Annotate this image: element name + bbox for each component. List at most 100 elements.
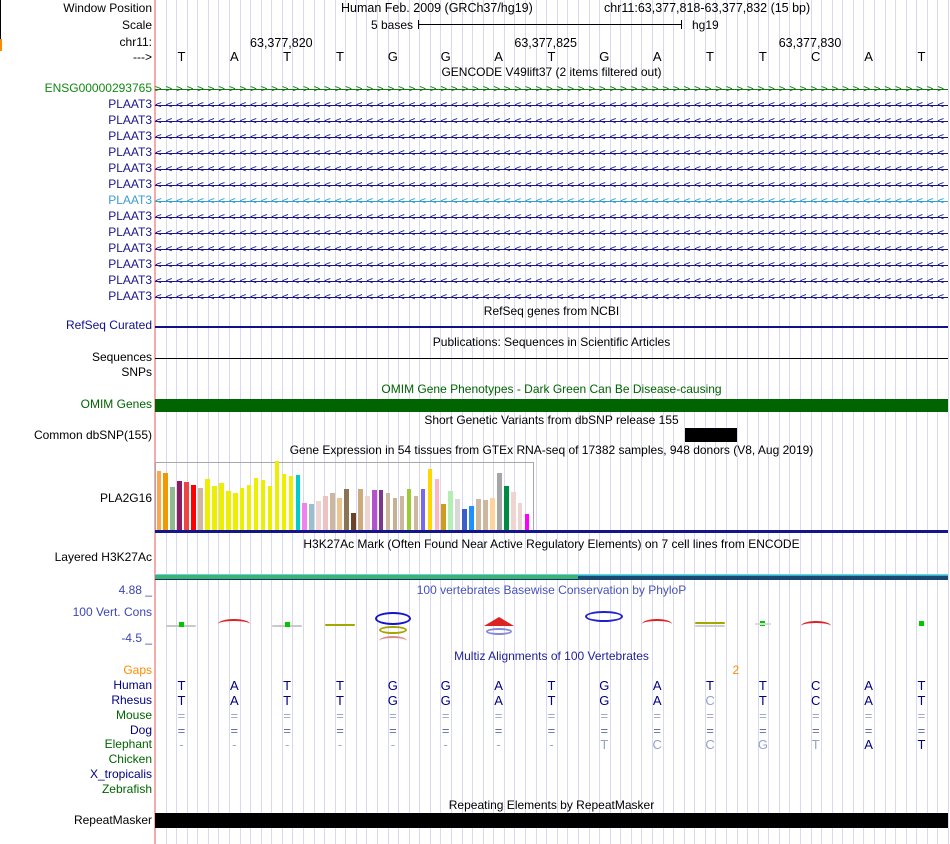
gene-item[interactable]: <<<<<<<<<<<<<<<<<<<<<<<<<<<<<<<<<<<<<<<<… <box>155 225 948 241</box>
gtex-bar[interactable] <box>483 500 488 531</box>
gtex-bar[interactable] <box>212 486 217 531</box>
omim-genes-bar[interactable] <box>155 398 948 412</box>
gtex-bar[interactable] <box>219 483 224 531</box>
gtex-bar[interactable] <box>274 461 280 531</box>
gtex-bar[interactable] <box>191 485 196 531</box>
gtex-bar[interactable] <box>517 503 523 531</box>
gtex-bar[interactable] <box>281 474 287 531</box>
alignment-species-label[interactable]: Rhesus <box>111 693 152 707</box>
gtex-bar[interactable] <box>490 498 495 531</box>
gtex-bar[interactable] <box>302 503 308 531</box>
track-title-h3k27ac[interactable]: H3K27Ac Mark (Often Found Near Active Re… <box>303 537 800 551</box>
gene-label[interactable]: ENSG00000293765 <box>44 81 152 95</box>
gtex-bar[interactable] <box>365 496 370 531</box>
gtex-bar[interactable] <box>260 480 266 531</box>
gene-label[interactable]: PLAAT3 <box>108 225 152 239</box>
gene-item[interactable]: >>>>>>>>>>>>>>>>>>>>>>>>>>>>>>>>>>>>>>>>… <box>155 81 948 97</box>
alignment-species-label[interactable]: Chicken <box>108 752 152 766</box>
alignment-row[interactable]: = = = = = = = = = = = = = = = <box>155 723 948 738</box>
track-title-repeat[interactable]: Repeating Elements by RepeatMasker <box>448 798 655 812</box>
track-label-layered_h3k27ac[interactable]: Layered H3K27Ac <box>54 550 152 564</box>
h3k27ac-cyan-layer[interactable] <box>155 573 948 575</box>
track-title-gtex[interactable]: Gene Expression in 54 tissues from GTEx … <box>289 443 814 457</box>
gtex-bar[interactable] <box>441 504 447 531</box>
gtex-bar[interactable] <box>267 486 273 531</box>
alignment-row[interactable] <box>155 752 948 767</box>
gene-label[interactable]: PLAAT3 <box>108 289 152 303</box>
gene-label[interactable]: PLAAT3 <box>108 273 152 287</box>
track-title-gencode[interactable]: GENCODE V49lift37 (2 items filtered out) <box>441 65 662 79</box>
alignment-species-label[interactable]: Human <box>113 678 152 692</box>
alignment-species-label[interactable]: Gaps <box>123 663 152 677</box>
gtex-bar[interactable] <box>462 509 467 531</box>
alignment-row[interactable] <box>155 663 948 678</box>
track-label-vert_cons[interactable]: 100 Vert. Cons <box>72 605 152 619</box>
alignment-species-label[interactable]: Elephant <box>104 737 152 751</box>
gtex-bar[interactable] <box>226 491 231 531</box>
gene-item[interactable]: <<<<<<<<<<<<<<<<<<<<<<<<<<<<<<<<<<<<<<<<… <box>155 129 948 145</box>
gtex-bar[interactable] <box>316 501 321 531</box>
gtex-bar[interactable] <box>378 490 384 531</box>
gene-item[interactable]: <<<<<<<<<<<<<<<<<<<<<<<<<<<<<<<<<<<<<<<<… <box>155 257 948 273</box>
gtex-bar[interactable] <box>427 469 433 531</box>
track-label-direction[interactable]: ---> <box>133 50 152 64</box>
gene-item[interactable]: <<<<<<<<<<<<<<<<<<<<<<<<<<<<<<<<<<<<<<<<… <box>155 241 948 257</box>
gtex-bar[interactable] <box>309 504 314 531</box>
gene-item[interactable]: <<<<<<<<<<<<<<<<<<<<<<<<<<<<<<<<<<<<<<<<… <box>155 145 948 161</box>
gtex-bar[interactable] <box>510 492 516 531</box>
track-label-scale[interactable]: Scale <box>121 18 152 32</box>
track-title-publications[interactable]: Publications: Sequences in Scientific Ar… <box>432 335 671 349</box>
track-label-chrom[interactable]: chr11: <box>119 35 152 49</box>
gtex-bar[interactable] <box>358 489 363 531</box>
dbsnp-variant-bar[interactable] <box>685 428 737 442</box>
gtex-bar[interactable] <box>177 481 182 531</box>
sequences-track-line[interactable] <box>155 357 948 359</box>
gene-item[interactable]: <<<<<<<<<<<<<<<<<<<<<<<<<<<<<<<<<<<<<<<<… <box>155 273 948 289</box>
gene-label[interactable]: PLAAT3 <box>108 97 152 111</box>
track-label-pla2g16[interactable]: PLA2G16 <box>99 491 152 505</box>
track-label-cons_max[interactable]: 4.88 _ <box>118 583 152 597</box>
gene-label[interactable]: PLAAT3 <box>108 241 152 255</box>
alignment-species-label[interactable]: Zebrafish <box>101 782 152 796</box>
gtex-bar[interactable] <box>455 499 460 531</box>
gtex-bar[interactable] <box>239 488 245 531</box>
gtex-bar[interactable] <box>371 490 377 531</box>
phylop-conservation-track[interactable] <box>0 595 950 647</box>
gtex-bar[interactable] <box>232 493 238 531</box>
track-label-snps[interactable]: SNPs <box>121 365 152 379</box>
gtex-bar[interactable] <box>497 473 502 531</box>
gtex-bar[interactable] <box>184 482 189 531</box>
track-label-repeatmasker[interactable]: RepeatMasker <box>73 813 152 827</box>
gene-label[interactable]: PLAAT3 <box>108 161 152 175</box>
alignment-species-label[interactable]: X_tropicalis <box>89 767 152 781</box>
gene-label[interactable]: PLAAT3 <box>108 145 152 159</box>
repeatmasker-bar[interactable] <box>155 813 948 828</box>
gene-item[interactable]: <<<<<<<<<<<<<<<<<<<<<<<<<<<<<<<<<<<<<<<<… <box>155 177 948 193</box>
alignment-row[interactable] <box>155 782 948 797</box>
gene-item[interactable]: <<<<<<<<<<<<<<<<<<<<<<<<<<<<<<<<<<<<<<<<… <box>155 209 948 225</box>
track-label-sequences[interactable]: Sequences <box>91 350 152 364</box>
gtex-bar[interactable] <box>420 489 426 531</box>
track-title-omim[interactable]: OMIM Gene Phenotypes - Dark Green Can Be… <box>381 382 722 396</box>
gtex-bar[interactable] <box>413 496 419 531</box>
h3k27ac-green-layer[interactable] <box>155 575 578 579</box>
gtex-bar[interactable] <box>351 513 356 531</box>
gene-label[interactable]: PLAAT3 <box>108 129 152 143</box>
gene-label[interactable]: PLAAT3 <box>108 209 152 223</box>
gene-item[interactable]: <<<<<<<<<<<<<<<<<<<<<<<<<<<<<<<<<<<<<<<<… <box>155 289 948 305</box>
gtex-bar[interactable] <box>323 496 328 531</box>
gene-item[interactable]: <<<<<<<<<<<<<<<<<<<<<<<<<<<<<<<<<<<<<<<<… <box>155 193 948 209</box>
gtex-bar[interactable] <box>246 485 252 531</box>
gtex-bar[interactable] <box>448 491 453 531</box>
gtex-bar[interactable] <box>524 514 530 531</box>
track-label-cons_min[interactable]: -4.5 _ <box>121 631 152 645</box>
track-label-window_position[interactable]: Window Position <box>63 1 152 15</box>
track-label-omim_genes[interactable]: OMIM Genes <box>80 397 152 411</box>
alignment-species-label[interactable]: Dog <box>129 723 152 737</box>
alignment-row[interactable]: = = = = = = = = = = = = = = = <box>155 708 948 723</box>
track-label-common_dbsnp[interactable]: Common dbSNP(155) <box>33 428 152 442</box>
gene-label[interactable]: PLAAT3 <box>108 193 152 207</box>
